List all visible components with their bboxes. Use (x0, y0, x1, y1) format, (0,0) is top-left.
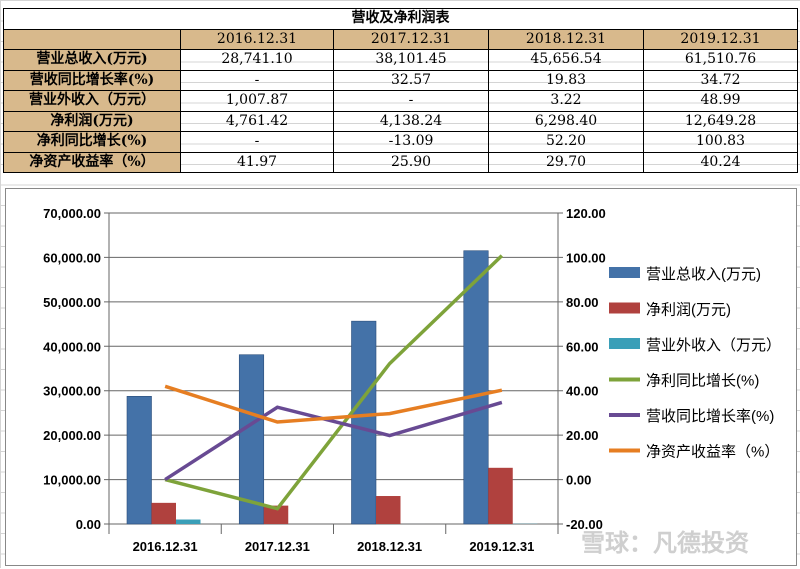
header-cell[interactable] (4, 29, 181, 50)
left-axis-tick-label: 50,000.00 (43, 295, 101, 310)
left-axis-tick-label: 70,000.00 (43, 206, 101, 221)
row-label[interactable]: 净资产收益率（%） (4, 152, 181, 173)
data-cell[interactable]: 1,007.87 (181, 91, 334, 112)
bar-0 (127, 396, 152, 524)
right-axis-tick-label: 40.00 (566, 384, 599, 399)
legend-label: 净资产收益率（%） (646, 444, 779, 461)
header-cell[interactable]: 2018.12.31 (489, 29, 644, 50)
left-axis-tick-label: 60,000.00 (43, 250, 101, 265)
row-label[interactable]: 营业总收入(万元) (4, 50, 181, 71)
watermark: 雪球：凡德投资 (581, 529, 749, 557)
legend-label: 营业外收入（万元） (646, 337, 781, 354)
data-cell[interactable]: 41.97 (181, 152, 334, 173)
data-cell[interactable]: 19.83 (489, 70, 644, 91)
data-cell[interactable]: 34.72 (644, 70, 798, 91)
right-axis-tick-label: 120.00 (566, 206, 606, 221)
line-series-1 (165, 402, 502, 479)
x-axis-label: 2017.12.31 (245, 539, 310, 554)
legend-label: 营收同比增长率(%) (646, 408, 774, 425)
data-cell[interactable]: 6,298.40 (489, 111, 644, 132)
left-axis-tick-label: 30,000.00 (43, 384, 101, 399)
data-cell[interactable]: 4,138.24 (334, 111, 489, 132)
row-label[interactable]: 净利润(万元) (4, 111, 181, 132)
data-cell[interactable]: 100.83 (644, 132, 798, 153)
bar-1 (376, 496, 401, 524)
left-axis-tick-label: 40,000.00 (43, 339, 101, 354)
revenue-profit-table: 营收及净利润表 2016.12.31 2017.12.31 2018.12.31… (3, 8, 798, 173)
chart-svg: 0.00 10,000.00 20,000.00 30,000.00 40,000.00… (6, 189, 796, 565)
left-axis-tick-label: 0.00 (76, 517, 101, 532)
table-title: 营收及净利润表 (4, 9, 798, 30)
data-cell[interactable]: 3.22 (489, 91, 644, 112)
data-cell[interactable]: -13.09 (334, 132, 489, 153)
right-axis-tick-label: 60.00 (566, 339, 599, 354)
x-axis-label: 2016.12.31 (133, 539, 198, 554)
data-cell[interactable]: 32.57 (334, 70, 489, 91)
right-axis-tick-label: 0.00 (566, 473, 591, 488)
data-cell[interactable]: 40.24 (644, 152, 798, 173)
header-cell[interactable]: 2017.12.31 (334, 29, 489, 50)
bar-2 (176, 520, 201, 524)
legend-swatch (609, 338, 640, 349)
right-axis-tick-label: 80.00 (566, 295, 599, 310)
data-cell[interactable]: 25.90 (334, 152, 489, 173)
data-cell[interactable]: 61,510.76 (644, 50, 798, 71)
data-cell[interactable]: 38,101.45 (334, 50, 489, 71)
x-axis-label: 2018.12.31 (357, 539, 422, 554)
data-cell[interactable]: 12,649.28 (644, 111, 798, 132)
table-title-row: 营收及净利润表 (4, 9, 798, 30)
legend-label: 营业总收入(万元) (646, 266, 761, 283)
row-label[interactable]: 营业外收入（万元） (4, 91, 181, 112)
row-label[interactable]: 净利同比增长(%) (4, 132, 181, 153)
left-axis-tick-label: 10,000.00 (43, 473, 101, 488)
data-cell[interactable]: 48.99 (644, 91, 798, 112)
combo-chart[interactable]: 0.00 10,000.00 20,000.00 30,000.00 40,000.00… (5, 188, 797, 566)
table-header-row: 2016.12.31 2017.12.31 2018.12.31 2019.12… (4, 29, 798, 50)
bar-1 (152, 503, 177, 524)
data-cell[interactable]: - (334, 91, 489, 112)
right-axis-tick-label: 100.00 (566, 250, 606, 265)
x-axis-label: 2019.12.31 (469, 539, 534, 554)
data-cell[interactable]: - (181, 132, 334, 153)
bar-0 (352, 321, 377, 524)
legend-swatch (609, 267, 640, 278)
data-cell[interactable]: 29.70 (489, 152, 644, 173)
left-axis-tick-label: 20,000.00 (43, 428, 101, 443)
bar-0 (464, 251, 489, 524)
header-cell[interactable]: 2016.12.31 (181, 29, 334, 50)
legend-label: 净利润(万元) (646, 302, 731, 319)
data-cell[interactable]: 52.20 (489, 132, 644, 153)
legend-label: 净利同比增长(%) (646, 373, 759, 390)
right-axis-tick-label: 20.00 (566, 428, 599, 443)
header-cell[interactable]: 2019.12.31 (644, 29, 798, 50)
legend-swatch (609, 303, 640, 314)
line-series-0 (165, 256, 502, 509)
data-cell[interactable]: 4,761.42 (181, 111, 334, 132)
row-label[interactable]: 营收同比增长率(%) (4, 70, 181, 91)
bar-1 (488, 468, 513, 524)
data-cell[interactable]: 45,656.54 (489, 50, 644, 71)
data-cell[interactable]: - (181, 70, 334, 91)
data-cell[interactable]: 28,741.10 (181, 50, 334, 71)
